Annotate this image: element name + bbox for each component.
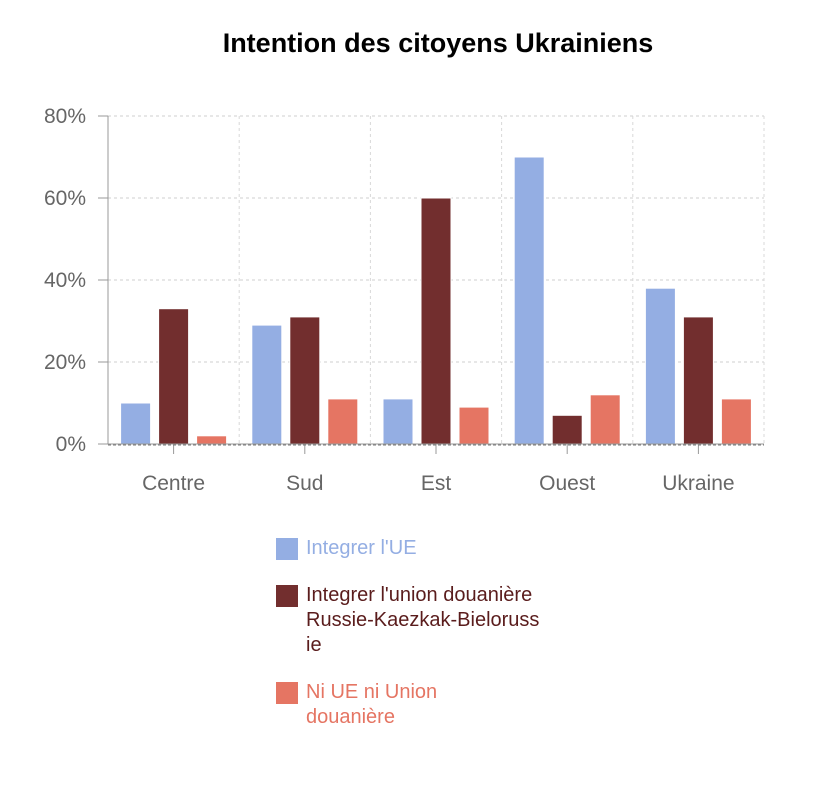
legend-item-eu[interactable]: Integrer l'UE <box>276 536 576 561</box>
legend-swatch-customs-union <box>276 585 298 607</box>
legend-label-customs-union: Integrer l'union douanière Russie-Kaezka… <box>306 584 540 656</box>
bar-sud-series-2[interactable] <box>327 398 359 445</box>
bar-ouest-series-2[interactable] <box>589 394 621 445</box>
x-tick-label: Ukraine <box>662 472 734 495</box>
chart-title: Intention des citoyens Ukrainiens <box>222 28 654 58</box>
bar-ukraine-series-2[interactable] <box>720 398 752 445</box>
y-tick-label: 0% <box>56 433 86 456</box>
legend-swatch-neither <box>276 682 298 704</box>
bar-centre-series-0[interactable] <box>120 402 152 445</box>
legend-item-neither[interactable]: Ni UE ni Union douanière <box>276 680 576 730</box>
bar-ukraine-series-1[interactable] <box>682 316 714 445</box>
x-tick-label: Est <box>421 472 452 495</box>
bar-est-series-0[interactable] <box>382 398 414 445</box>
y-tick-label: 20% <box>44 351 86 374</box>
bar-ouest-series-0[interactable] <box>513 156 545 445</box>
bar-ouest-series-1[interactable] <box>551 414 583 445</box>
bar-centre-series-2[interactable] <box>196 435 228 445</box>
bar-est-series-1[interactable] <box>420 197 452 445</box>
y-tick-label: 60% <box>44 187 86 210</box>
bar-ukraine-series-0[interactable] <box>644 287 676 445</box>
axes: 0% 20% 40% 60% 80% Centre Sud Est Ouest Ukraine <box>44 105 764 495</box>
legend-label-neither: Ni UE ni Union douanière <box>306 681 438 728</box>
bar-est-series-2[interactable] <box>458 406 490 445</box>
grid-lines <box>108 115 765 444</box>
legend: Integrer l'UE Integrer l'union douanière… <box>276 536 576 752</box>
bars <box>120 156 752 445</box>
legend-swatch-eu <box>276 538 298 560</box>
bar-centre-series-1[interactable] <box>158 308 190 445</box>
bar-chart: 0% 20% 40% 60% 80% Centre Sud Est Ouest Ukraine <box>44 105 765 495</box>
x-tick-label: Ouest <box>539 472 595 495</box>
x-tick-label: Sud <box>286 472 323 495</box>
bar-sud-series-1[interactable] <box>289 316 321 445</box>
legend-item-customs-union[interactable]: Integrer l'union douanière Russie-Kaezka… <box>276 583 576 658</box>
y-tick-label: 40% <box>44 269 86 292</box>
legend-label-eu: Integrer l'UE <box>306 537 417 559</box>
x-tick-label: Centre <box>142 472 205 495</box>
bar-sud-series-0[interactable] <box>251 324 283 445</box>
y-tick-label: 80% <box>44 105 86 128</box>
